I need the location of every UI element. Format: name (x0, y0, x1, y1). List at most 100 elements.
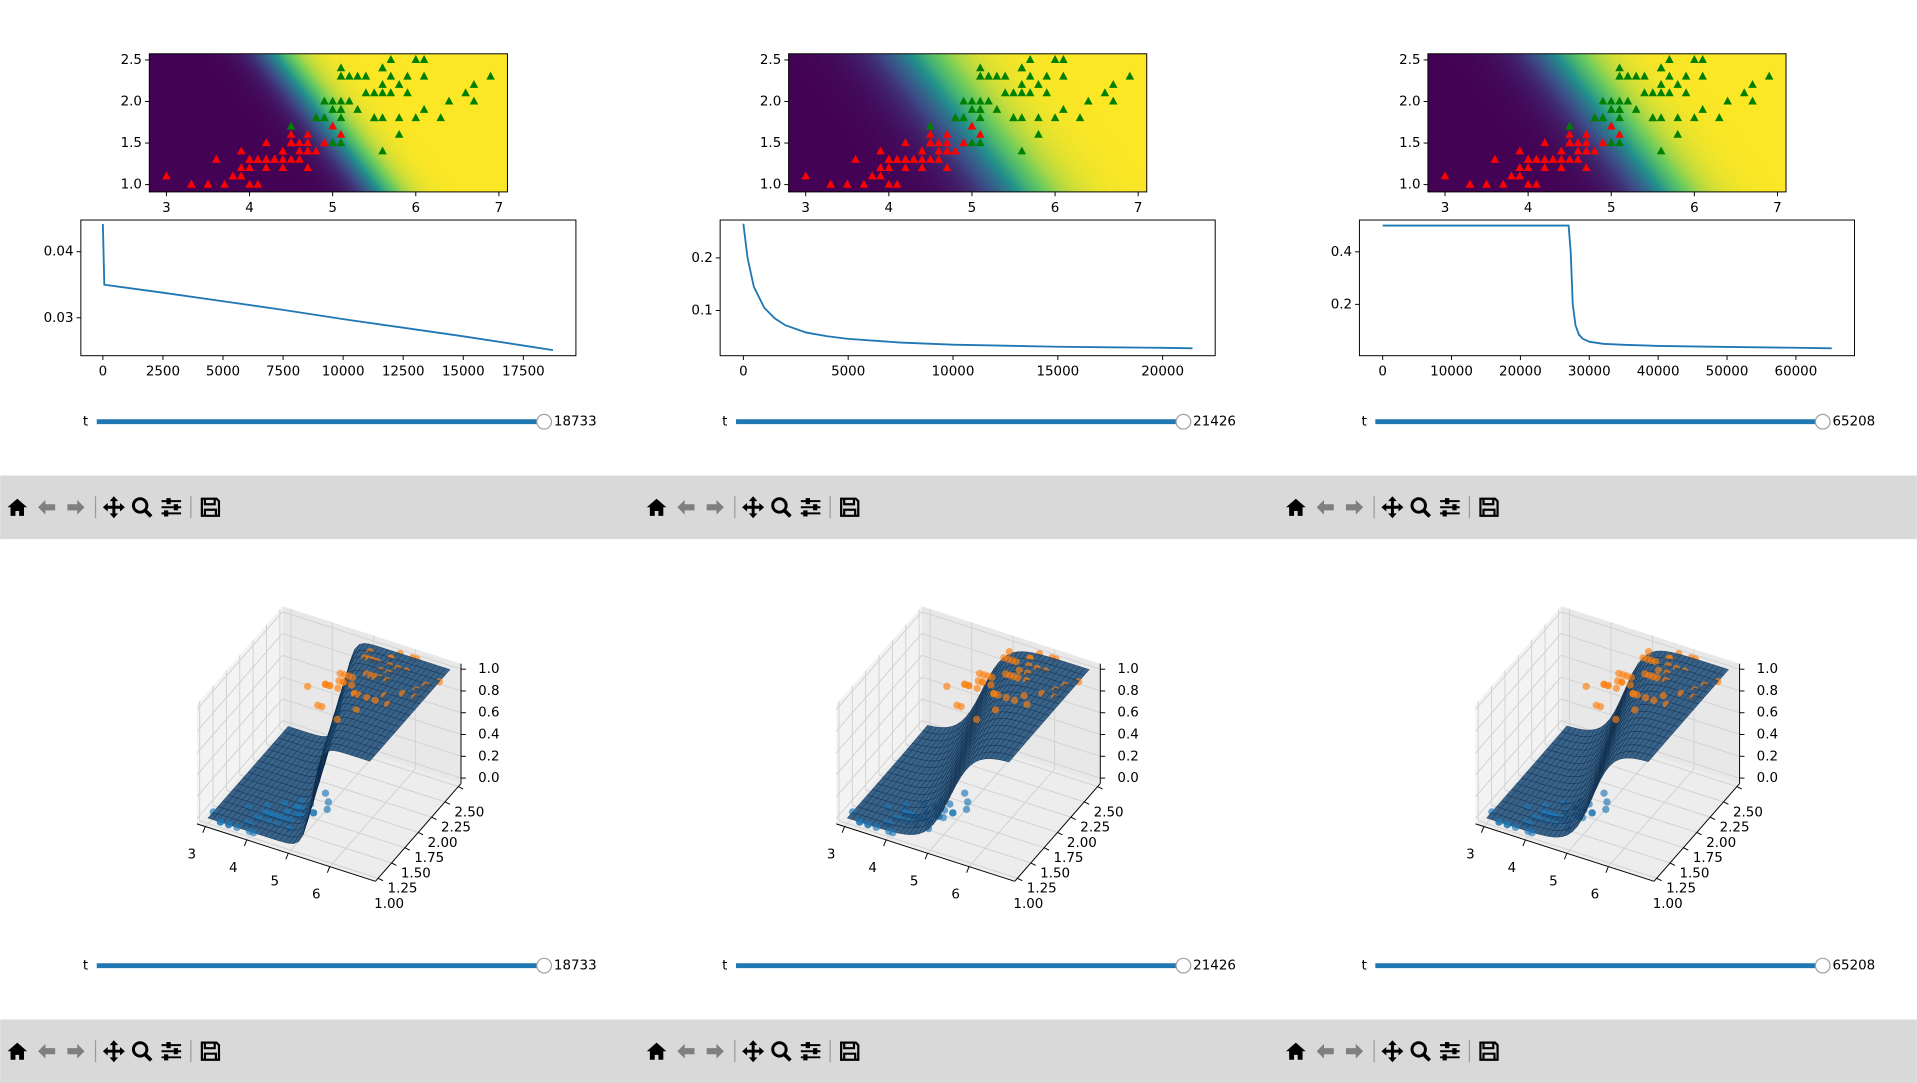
back-button[interactable] (677, 1043, 695, 1059)
triangle-point (1482, 179, 1491, 188)
x-tick-label: 5000 (831, 365, 865, 380)
slider-handle[interactable] (536, 957, 553, 974)
save-button[interactable] (840, 1041, 860, 1061)
zoom-icon-lens (131, 497, 149, 514)
scatter-point (957, 702, 965, 711)
configure-button[interactable] (1440, 498, 1460, 517)
x-tick (326, 866, 331, 873)
z-tick-label: 0.4 (1117, 728, 1138, 743)
scatter-point (988, 673, 996, 682)
y-tick (1709, 816, 1716, 821)
triangle-point (1017, 63, 1027, 72)
zoom-button[interactable] (131, 1041, 153, 1062)
slider-handle[interactable] (536, 413, 553, 430)
x-tick-label: 3 (188, 848, 197, 863)
x-tick-label: 3 (162, 201, 171, 216)
x-tick-label: 4 (1508, 861, 1517, 876)
slider-handle[interactable] (1814, 957, 1831, 974)
home-button[interactable] (7, 1042, 28, 1060)
forward-button[interactable] (67, 499, 85, 515)
triangle-point (826, 179, 835, 188)
slider-handle[interactable] (1175, 957, 1192, 974)
pan-button[interactable] (102, 1040, 125, 1063)
zoom-button[interactable] (131, 497, 153, 518)
back-button[interactable] (677, 499, 695, 515)
y-tick (1017, 877, 1023, 882)
triangle-point (311, 113, 321, 122)
back-button[interactable] (1316, 1043, 1334, 1059)
zoom-button[interactable] (771, 1041, 792, 1062)
surface-patch (1004, 754, 1015, 763)
triangle-point (286, 138, 296, 147)
x-tick-label: 6 (1591, 888, 1600, 903)
triangle-point (1606, 96, 1616, 105)
triangle-point (967, 121, 977, 130)
z-tick-label: 0.0 (1117, 771, 1138, 786)
axis-line (1475, 823, 1655, 882)
triangle-point (1017, 79, 1027, 88)
zoom-button[interactable] (771, 497, 792, 518)
x-tick (285, 853, 289, 860)
y-tick-label: 1.5 (121, 136, 142, 151)
x-tick-label: 60000 (1775, 365, 1818, 380)
configure-button[interactable] (800, 498, 821, 517)
y-tick-label: 0.03 (44, 311, 74, 326)
triangle-point (1698, 71, 1707, 80)
scatter-point (889, 829, 897, 837)
save-button[interactable] (1479, 1041, 1499, 1061)
triangle-point (984, 71, 993, 80)
home-button[interactable] (646, 498, 667, 516)
forward-button[interactable] (67, 1043, 85, 1059)
pan-button[interactable] (102, 496, 125, 519)
triangle-point (1532, 179, 1541, 188)
triangle-point (851, 154, 860, 163)
x-tick-label: 3 (1466, 848, 1475, 863)
home-button[interactable] (646, 1042, 667, 1060)
slider-handle[interactable] (1814, 413, 1831, 430)
y-tick-label: 2.5 (760, 53, 781, 68)
save-button[interactable] (1479, 497, 1499, 517)
zoom-icon-handle (143, 509, 153, 518)
configure-button[interactable] (161, 498, 182, 517)
triangle-point (1739, 88, 1749, 97)
y-tick-label: 0.1 (691, 303, 712, 318)
home-button[interactable] (1286, 498, 1306, 516)
scatter-point (1596, 702, 1605, 711)
configure-button[interactable] (1440, 1042, 1460, 1061)
save-button[interactable] (200, 497, 221, 517)
configure-button[interactable] (161, 1042, 182, 1061)
zoom-button[interactable] (1410, 497, 1432, 518)
forward-button[interactable] (1345, 499, 1364, 515)
scatter-point (1659, 691, 1667, 700)
save-button[interactable] (200, 1041, 221, 1061)
forward-button[interactable] (1345, 1043, 1364, 1059)
pan-button[interactable] (1381, 496, 1404, 519)
config-icon-knob (1442, 510, 1447, 517)
triangle-point (909, 154, 919, 163)
scatter-point (964, 798, 972, 806)
pan-button[interactable] (1381, 1040, 1404, 1063)
triangle-point (261, 163, 271, 172)
configure-button[interactable] (800, 1042, 821, 1061)
home-button[interactable] (7, 498, 28, 516)
save-button[interactable] (840, 497, 860, 517)
scatter-point (864, 821, 872, 829)
pan-button[interactable] (742, 1040, 765, 1063)
slider-handle[interactable] (1175, 413, 1192, 430)
triangle-point (419, 104, 429, 113)
back-button[interactable] (38, 1043, 56, 1059)
home-button[interactable] (1286, 1042, 1306, 1060)
triangle-point (419, 71, 429, 80)
pan-button[interactable] (742, 496, 765, 519)
x-tick-label: 5 (1607, 201, 1616, 216)
forward-button[interactable] (706, 499, 724, 515)
zoom-button[interactable] (1410, 1041, 1432, 1062)
triangle-point (901, 138, 910, 147)
triangle-point (236, 146, 246, 155)
back-button[interactable] (1316, 499, 1334, 515)
scatter-point (972, 715, 981, 724)
forward-button[interactable] (706, 1043, 724, 1059)
triangle-point (876, 163, 885, 172)
triangle-point (1615, 129, 1624, 138)
back-button[interactable] (38, 499, 56, 515)
